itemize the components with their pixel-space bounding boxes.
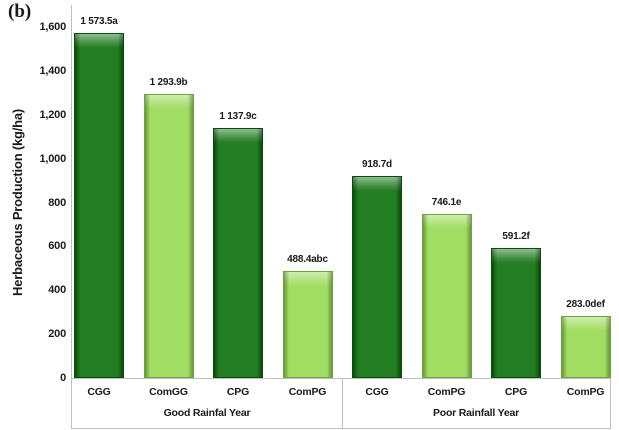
y-tick-label: 600 <box>48 240 66 253</box>
bar-ComPG <box>282 270 333 378</box>
bar-value-label: 918.7d <box>362 159 392 171</box>
category-label: CPG <box>504 386 528 398</box>
category-label: ComPG <box>566 386 605 398</box>
x-axis-baseline <box>71 378 611 379</box>
group-divider-line <box>342 378 343 428</box>
category-label: CGG <box>87 386 111 398</box>
y-tick-label: 800 <box>48 196 66 209</box>
category-label: ComGG <box>149 386 188 398</box>
group-label: Good Rainfal Year <box>163 407 251 419</box>
bar-CPG <box>491 248 541 378</box>
group-label: Poor Rainfall Year <box>432 407 520 419</box>
bar-value-label: 591.2f <box>502 231 530 243</box>
bar-value-label: 488.4abc <box>287 253 328 265</box>
y-tick-label: 1,400 <box>39 64 66 77</box>
category-label: CGG <box>365 386 389 398</box>
bar-value-label: 1 137.9c <box>219 111 257 123</box>
category-label: ComPG <box>288 386 327 398</box>
bar-ComPG <box>421 214 472 378</box>
y-tick-label: 0 <box>60 372 66 384</box>
bar-value-label: 1 573.5a <box>80 15 118 27</box>
category-area-bottom-line <box>71 428 611 429</box>
bar-value-label: 283.0def <box>566 298 605 310</box>
figure-label: (b) <box>8 1 32 22</box>
y-axis-line <box>71 5 72 428</box>
y-tick-label: 1,000 <box>39 152 66 165</box>
y-tick-label: 200 <box>48 328 66 341</box>
bar-CPG <box>213 128 263 378</box>
bar-value-label: 1 293.9b <box>149 77 188 89</box>
category-label: CPG <box>226 386 250 398</box>
y-tick-label: 1,600 <box>39 21 66 33</box>
y-tick-label: 1,200 <box>39 108 66 121</box>
bar-ComPG <box>560 315 611 378</box>
bar-CGG <box>352 176 402 378</box>
bar-CGG <box>74 32 124 378</box>
y-tick-label: 400 <box>48 284 66 297</box>
category-area-right-line <box>610 378 611 428</box>
bar-ComGG <box>143 94 194 378</box>
category-label: ComPG <box>427 386 466 398</box>
bar-value-label: 746.1e <box>431 197 462 209</box>
